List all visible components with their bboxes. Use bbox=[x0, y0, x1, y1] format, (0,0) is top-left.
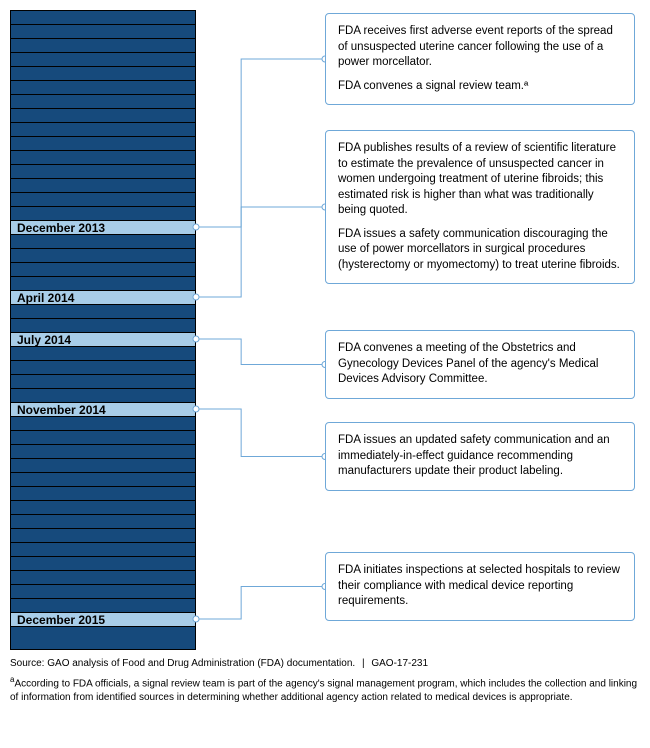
timeline-row bbox=[11, 263, 195, 277]
timeline-date-label: December 2013 bbox=[11, 221, 195, 235]
timeline-date-label: December 2015 bbox=[11, 613, 195, 627]
timeline-row bbox=[11, 529, 195, 543]
timeline-row bbox=[11, 627, 195, 651]
timeline-row bbox=[11, 53, 195, 67]
timeline-row bbox=[11, 501, 195, 515]
timeline-row bbox=[11, 277, 195, 291]
source-text: Source: GAO analysis of Food and Drug Ad… bbox=[10, 658, 355, 669]
timeline-row bbox=[11, 207, 195, 221]
event-text: FDA issues a safety communication discou… bbox=[338, 227, 622, 274]
timeline-row bbox=[11, 515, 195, 529]
timeline-row bbox=[11, 249, 195, 263]
timeline-row bbox=[11, 599, 195, 613]
timeline-row bbox=[11, 305, 195, 319]
event-text: FDA convenes a meeting of the Obstetrics… bbox=[338, 341, 622, 388]
timeline-row bbox=[11, 25, 195, 39]
timeline-row bbox=[11, 235, 195, 249]
timeline-row bbox=[11, 109, 195, 123]
timeline-row bbox=[11, 347, 195, 361]
timeline-row bbox=[11, 585, 195, 599]
timeline-row bbox=[11, 417, 195, 431]
timeline-row bbox=[11, 179, 195, 193]
footnote: aAccording to FDA officials, a signal re… bbox=[10, 675, 640, 704]
event-box: FDA convenes a meeting of the Obstetrics… bbox=[325, 330, 635, 399]
timeline-row bbox=[11, 571, 195, 585]
timeline-column: December 2013 April 2014 July 2014 November… bbox=[10, 10, 196, 650]
timeline-row bbox=[11, 473, 195, 487]
footnote-text: According to FDA officials, a signal rev… bbox=[10, 678, 637, 703]
source-line: Source: GAO analysis of Food and Drug Ad… bbox=[10, 658, 640, 669]
event-box: FDA publishes results of a review of sci… bbox=[325, 130, 635, 284]
timeline-row bbox=[11, 389, 195, 403]
event-box: FDA receives first adverse event reports… bbox=[325, 13, 635, 105]
timeline-row bbox=[11, 67, 195, 81]
timeline-row bbox=[11, 151, 195, 165]
timeline-row bbox=[11, 319, 195, 333]
report-id: GAO-17-231 bbox=[371, 658, 428, 669]
timeline-row bbox=[11, 445, 195, 459]
timeline-row bbox=[11, 81, 195, 95]
event-text: FDA receives first adverse event reports… bbox=[338, 24, 622, 71]
event-box: FDA initiates inspections at selected ho… bbox=[325, 552, 635, 621]
timeline-date-label: November 2014 bbox=[11, 403, 195, 417]
source-separator: | bbox=[362, 658, 365, 669]
timeline-row bbox=[11, 431, 195, 445]
timeline-diagram: December 2013 April 2014 July 2014 November… bbox=[10, 10, 640, 650]
timeline-date-label: April 2014 bbox=[11, 291, 195, 305]
timeline-row bbox=[11, 361, 195, 375]
timeline-row bbox=[11, 557, 195, 571]
event-box: FDA issues an updated safety communicati… bbox=[325, 422, 635, 491]
timeline-row bbox=[11, 95, 195, 109]
timeline-row bbox=[11, 193, 195, 207]
timeline-row bbox=[11, 137, 195, 151]
event-text: FDA issues an updated safety communicati… bbox=[338, 433, 622, 480]
timeline-row bbox=[11, 543, 195, 557]
timeline-row bbox=[11, 375, 195, 389]
timeline-row bbox=[11, 487, 195, 501]
event-text: FDA initiates inspections at selected ho… bbox=[338, 563, 622, 610]
timeline-row bbox=[11, 11, 195, 25]
timeline-row bbox=[11, 459, 195, 473]
timeline-date-label: July 2014 bbox=[11, 333, 195, 347]
event-text: FDA publishes results of a review of sci… bbox=[338, 141, 622, 219]
timeline-row bbox=[11, 39, 195, 53]
timeline-row bbox=[11, 165, 195, 179]
timeline-row bbox=[11, 123, 195, 137]
event-text: FDA convenes a signal review team.ª bbox=[338, 79, 622, 95]
